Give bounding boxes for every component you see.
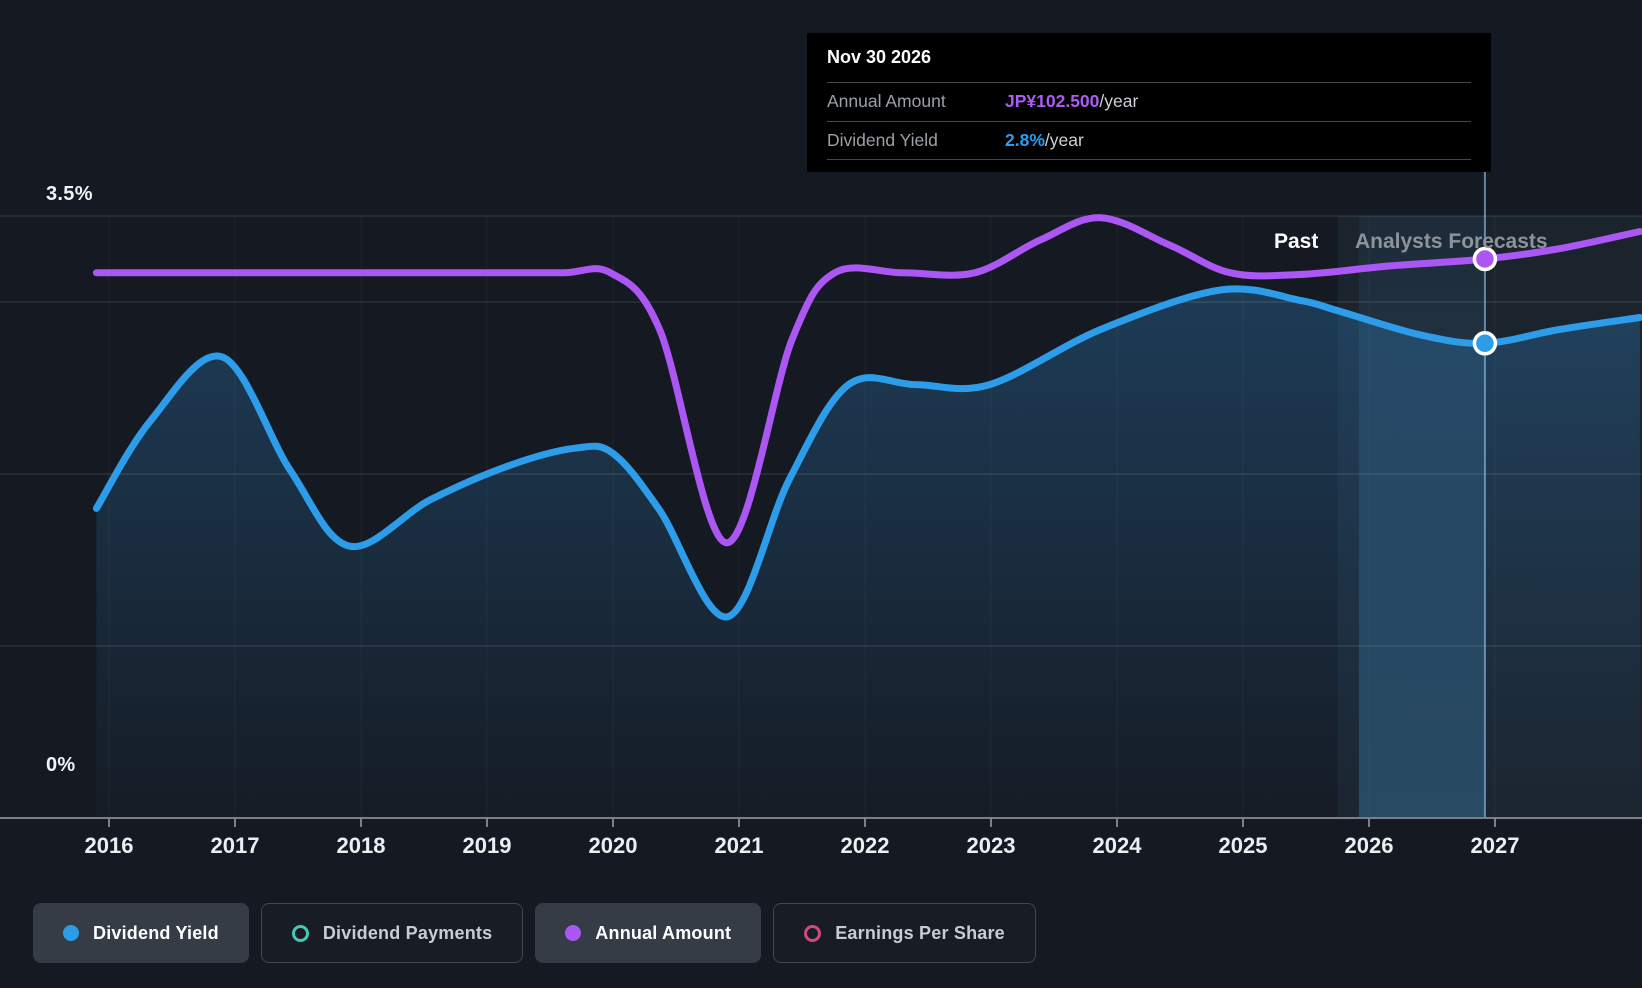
dividend-yield-line: [92, 285, 1642, 621]
x-axis-tick-label: 2020: [589, 833, 638, 858]
hover-band: [1358, 216, 1485, 818]
x-axis-tick-label: 2025: [1219, 833, 1268, 858]
chart-canvas[interactable]: 2016 2017 2018 2019 2020 2021 2022 2023 2024 2025…: [0, 0, 1642, 870]
dividend-yield-area: [96, 288, 1640, 818]
x-axis-tick-label: 2022: [841, 833, 890, 858]
legend-label: Annual Amount: [595, 922, 732, 943]
x-axis-tick-label: 2023: [967, 833, 1016, 858]
tooltip-label: Annual Amount: [827, 91, 946, 112]
legend-button-earnings-per-share[interactable]: Earnings Per Share: [773, 903, 1036, 963]
dividend-payments-ring-icon: [291, 924, 309, 942]
annual-amount-dot-icon: [565, 925, 582, 941]
tooltip-value-annual-amount: JP¥102.500: [1005, 91, 1100, 112]
legend-label: Dividend Yield: [93, 922, 219, 943]
legend-label: Earnings Per Share: [835, 922, 1005, 943]
earnings-per-share-ring-icon: [804, 924, 822, 942]
hover-marker-annual-amount[interactable]: [1472, 246, 1498, 272]
x-axis-tick-label: 2021: [715, 833, 764, 858]
x-axis-tick-label: 2016: [85, 833, 134, 858]
tooltip-row-dividend-yield: Dividend Yield 2.8% /year: [827, 120, 1471, 160]
chart-tooltip: Nov 30 2026 Annual Amount JP¥102.500 /ye…: [807, 33, 1491, 172]
x-axis-tick-label: 2026: [1345, 833, 1394, 858]
tooltip-label: Dividend Yield: [827, 129, 938, 150]
tooltip-date: Nov 30 2026: [827, 47, 932, 67]
x-axis-tick-label: 2027: [1471, 833, 1520, 858]
legend: Dividend Yield Dividend Payments Annual …: [33, 903, 1036, 963]
legend-button-annual-amount[interactable]: Annual Amount: [535, 903, 762, 963]
legend-button-dividend-payments[interactable]: Dividend Payments: [260, 903, 524, 963]
x-axis-tick-label: 2024: [1093, 833, 1143, 858]
x-axis-tick-label: 2019: [463, 833, 512, 858]
past-label: Past: [1274, 230, 1319, 253]
analysts-forecasts-label: Analysts Forecasts: [1355, 230, 1548, 253]
legend-label: Dividend Payments: [322, 922, 493, 943]
tooltip-suffix: /year: [1044, 129, 1084, 150]
x-axis-tick-label: 2018: [337, 833, 386, 858]
hover-marker-dividend-yield[interactable]: [1472, 331, 1498, 356]
tooltip-row-annual-amount: Annual Amount JP¥102.500 /year: [827, 82, 1471, 121]
x-axis-tick-label: 2017: [211, 833, 260, 858]
y-axis-label-max: 3.5%: [46, 183, 93, 205]
tooltip-suffix: /year: [1099, 91, 1139, 112]
legend-button-dividend-yield[interactable]: Dividend Yield: [33, 903, 249, 963]
annual-amount-line: [92, 214, 1642, 547]
tooltip-value-dividend-yield: 2.8%: [1005, 129, 1045, 150]
y-axis-label-min: 0%: [46, 754, 76, 776]
dividend-yield-dot-icon: [63, 925, 79, 941]
